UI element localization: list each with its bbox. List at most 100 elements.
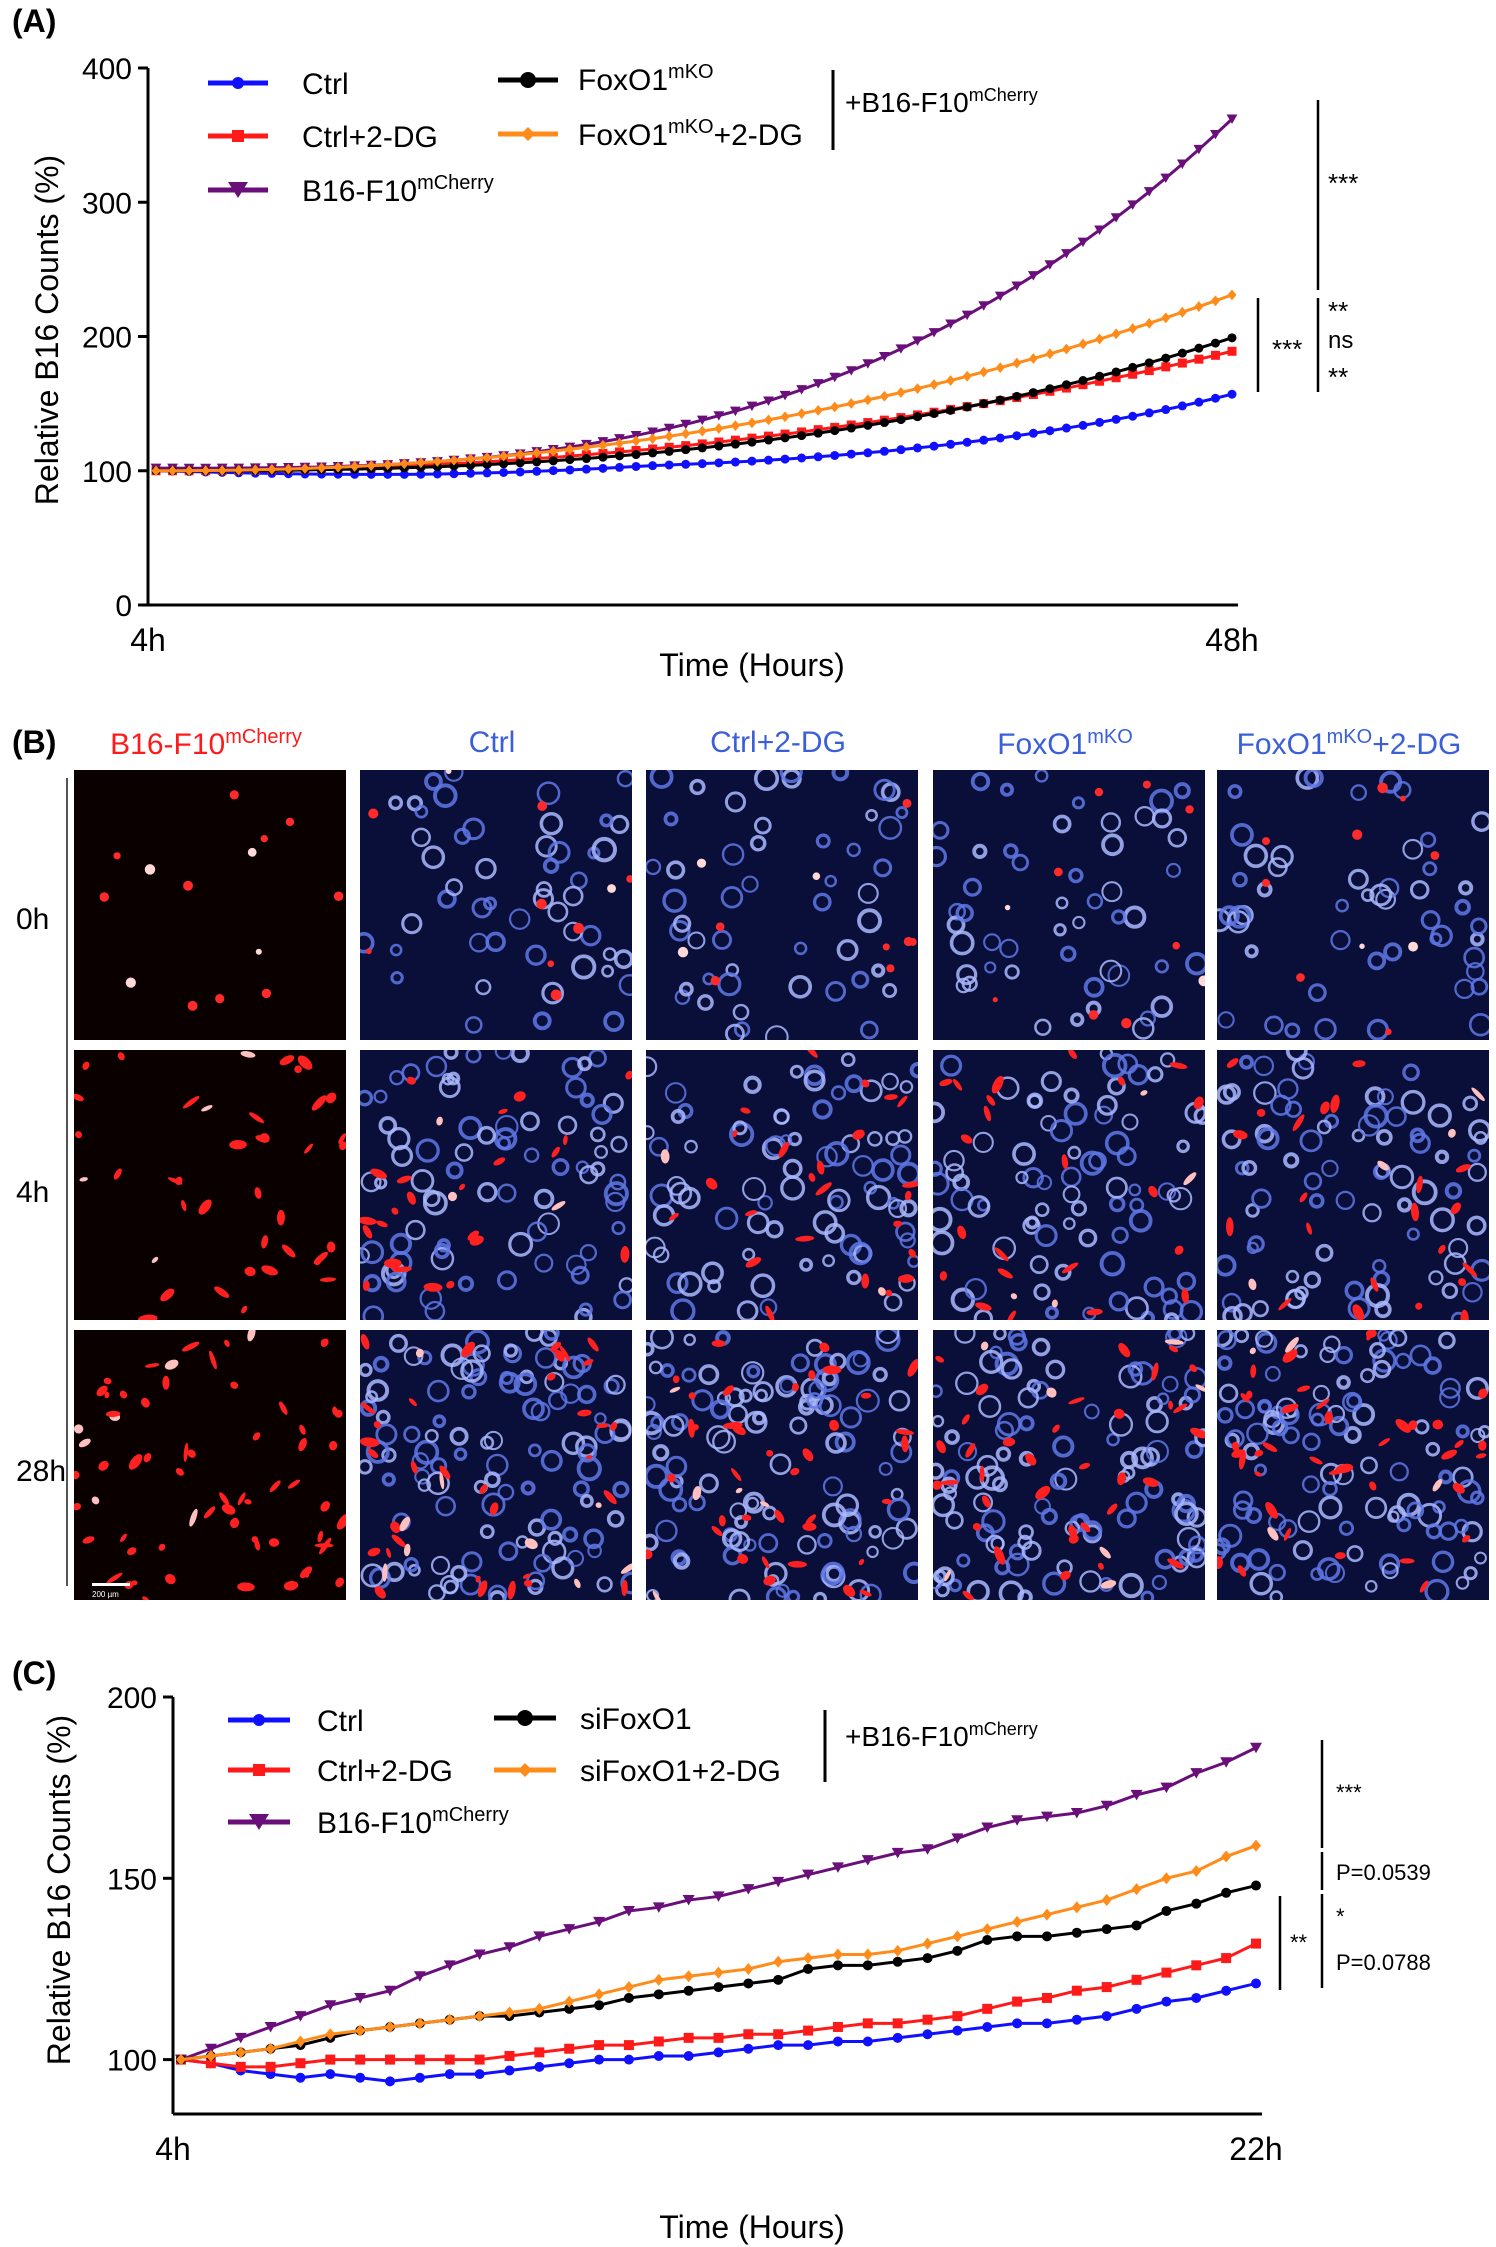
macrophage-cell [873, 858, 893, 878]
point-sifoxo1-16 [653, 1989, 664, 2000]
b16-cell [1113, 1408, 1125, 1419]
b16-cell [1025, 1453, 1037, 1466]
point-b16-f10-mcherry-16 [652, 1902, 665, 1913]
macrophage-cell [479, 1524, 495, 1540]
macrophage-cell [1053, 923, 1067, 937]
macrophage-cell [678, 981, 694, 997]
point-ctrl-38 [780, 454, 790, 464]
point-ctrl-2-dg-20 [773, 2029, 784, 2040]
macrophage-cell [373, 1089, 388, 1104]
panel-a-x-axis-label: Time (Hours) [659, 647, 844, 683]
b16-cell [1225, 1217, 1234, 1237]
point-foxo1-mko-2-dg-8 [283, 463, 293, 475]
macrophage-cell [956, 1553, 971, 1568]
macrophage-cell [1383, 942, 1403, 962]
macrophage-cell [449, 1426, 469, 1446]
legend-label-foxo1: FoxO1 [578, 64, 668, 97]
b16-cell [373, 1421, 381, 1429]
macrophage-cell [683, 1333, 696, 1346]
macrophage-cell [1027, 1094, 1042, 1109]
macrophage-cell [670, 1413, 689, 1432]
macrophage-cell [670, 1109, 686, 1124]
y-tick-label-400: 400 [82, 53, 132, 86]
b16-cell [997, 1268, 1013, 1279]
b16-cell [158, 1543, 166, 1551]
macrophage-cell [424, 772, 443, 791]
point-ctrl-29 [631, 461, 641, 471]
point-b16-f10-mcherry-24 [891, 1847, 904, 1859]
b16-cell [1282, 1349, 1298, 1363]
b16-cell [745, 1210, 757, 1216]
b16-cell [1438, 1244, 1446, 1254]
b16-cell [237, 1582, 255, 1592]
macrophage-cell [1079, 1570, 1102, 1593]
macrophage-cell [1303, 1172, 1323, 1191]
b16-cell [886, 964, 895, 973]
macrophage-cell [1375, 1128, 1393, 1146]
point-sifoxo1-2-dg-8 [414, 2017, 425, 2030]
macrophage-cell [1054, 1467, 1078, 1491]
b16-cell [1198, 975, 1205, 987]
b16-cell [1052, 1424, 1060, 1433]
point-b16-f10-mcherry-31 [1100, 1800, 1113, 1812]
macrophage-cell [712, 1429, 736, 1454]
b16-cell [710, 976, 721, 986]
point-b16-f10-mcherry-49 [961, 310, 973, 321]
macrophage-cell [606, 1510, 625, 1528]
point-b16-f10-mcherry-4 [294, 2011, 307, 2022]
macrophage-cell [1338, 1520, 1355, 1536]
macrophage-cell [1188, 1535, 1205, 1555]
macrophage-cell [887, 1196, 900, 1210]
macrophage-cell [973, 1492, 994, 1513]
macrophage-cell [1254, 1330, 1274, 1348]
macrophage-cell [1101, 881, 1123, 903]
macrophage-cell [1477, 1424, 1489, 1439]
macrophage-cell [943, 1149, 965, 1172]
point-ctrl-22 [515, 467, 525, 477]
b16-cell [423, 1282, 443, 1292]
series-line-foxo1-mko [156, 336, 1233, 473]
point-ctrl-26 [952, 2025, 963, 2036]
b16-cell [1226, 1058, 1239, 1068]
macrophage-cell [714, 1206, 739, 1231]
point-foxo1-mko-60 [1144, 358, 1154, 368]
macrophage-cell [1347, 868, 1369, 890]
macrophage-cell [852, 1155, 874, 1177]
b16-cell [252, 1432, 261, 1441]
macrophage-cell [1463, 1566, 1478, 1581]
b16-cell [897, 1274, 914, 1283]
macrophage-cell [835, 1493, 860, 1518]
macrophage-cell [999, 938, 1019, 959]
b16-cell [145, 1363, 160, 1368]
macrophage-cell [1257, 1398, 1273, 1414]
b16-cell [1189, 1364, 1198, 1373]
b16-cell [406, 1191, 416, 1205]
b16-cell [1299, 1192, 1308, 1203]
point-foxo1-mko-2-dg-31 [664, 430, 674, 442]
macrophage-cell [1244, 944, 1259, 959]
macrophage-cell [1402, 838, 1424, 860]
macrophage-cell [1369, 883, 1393, 907]
b16-cell [382, 1563, 388, 1582]
b16-cell [551, 1146, 560, 1158]
b16-cell [1172, 941, 1180, 950]
micrograph-4h-1 [360, 1050, 632, 1320]
b16-cell [843, 1584, 856, 1598]
b16-cell [795, 1235, 815, 1242]
macrophage-cell [1049, 1119, 1074, 1143]
y-tick-label-0: 0 [115, 590, 132, 623]
b16-cell [370, 1168, 387, 1179]
macrophage-cell [572, 1480, 590, 1498]
b16-cell [475, 1575, 481, 1583]
b16-cell [992, 997, 998, 1003]
macrophage-cell [579, 1494, 594, 1508]
legend-c-entry-sifoxo1: siFoxO1 [494, 1703, 692, 1736]
point-foxo1-mko-2-dg-17 [432, 456, 442, 467]
point-b16-f10-mcherry-19 [742, 1884, 755, 1895]
point-foxo1-mko-46 [912, 412, 922, 422]
b16-cell [904, 1190, 912, 1201]
macrophage-cell [1062, 1185, 1081, 1204]
micrograph-background [74, 770, 346, 1040]
b16-cell [439, 1472, 445, 1490]
legend-c-group-sup: mCherry [969, 1719, 1038, 1739]
